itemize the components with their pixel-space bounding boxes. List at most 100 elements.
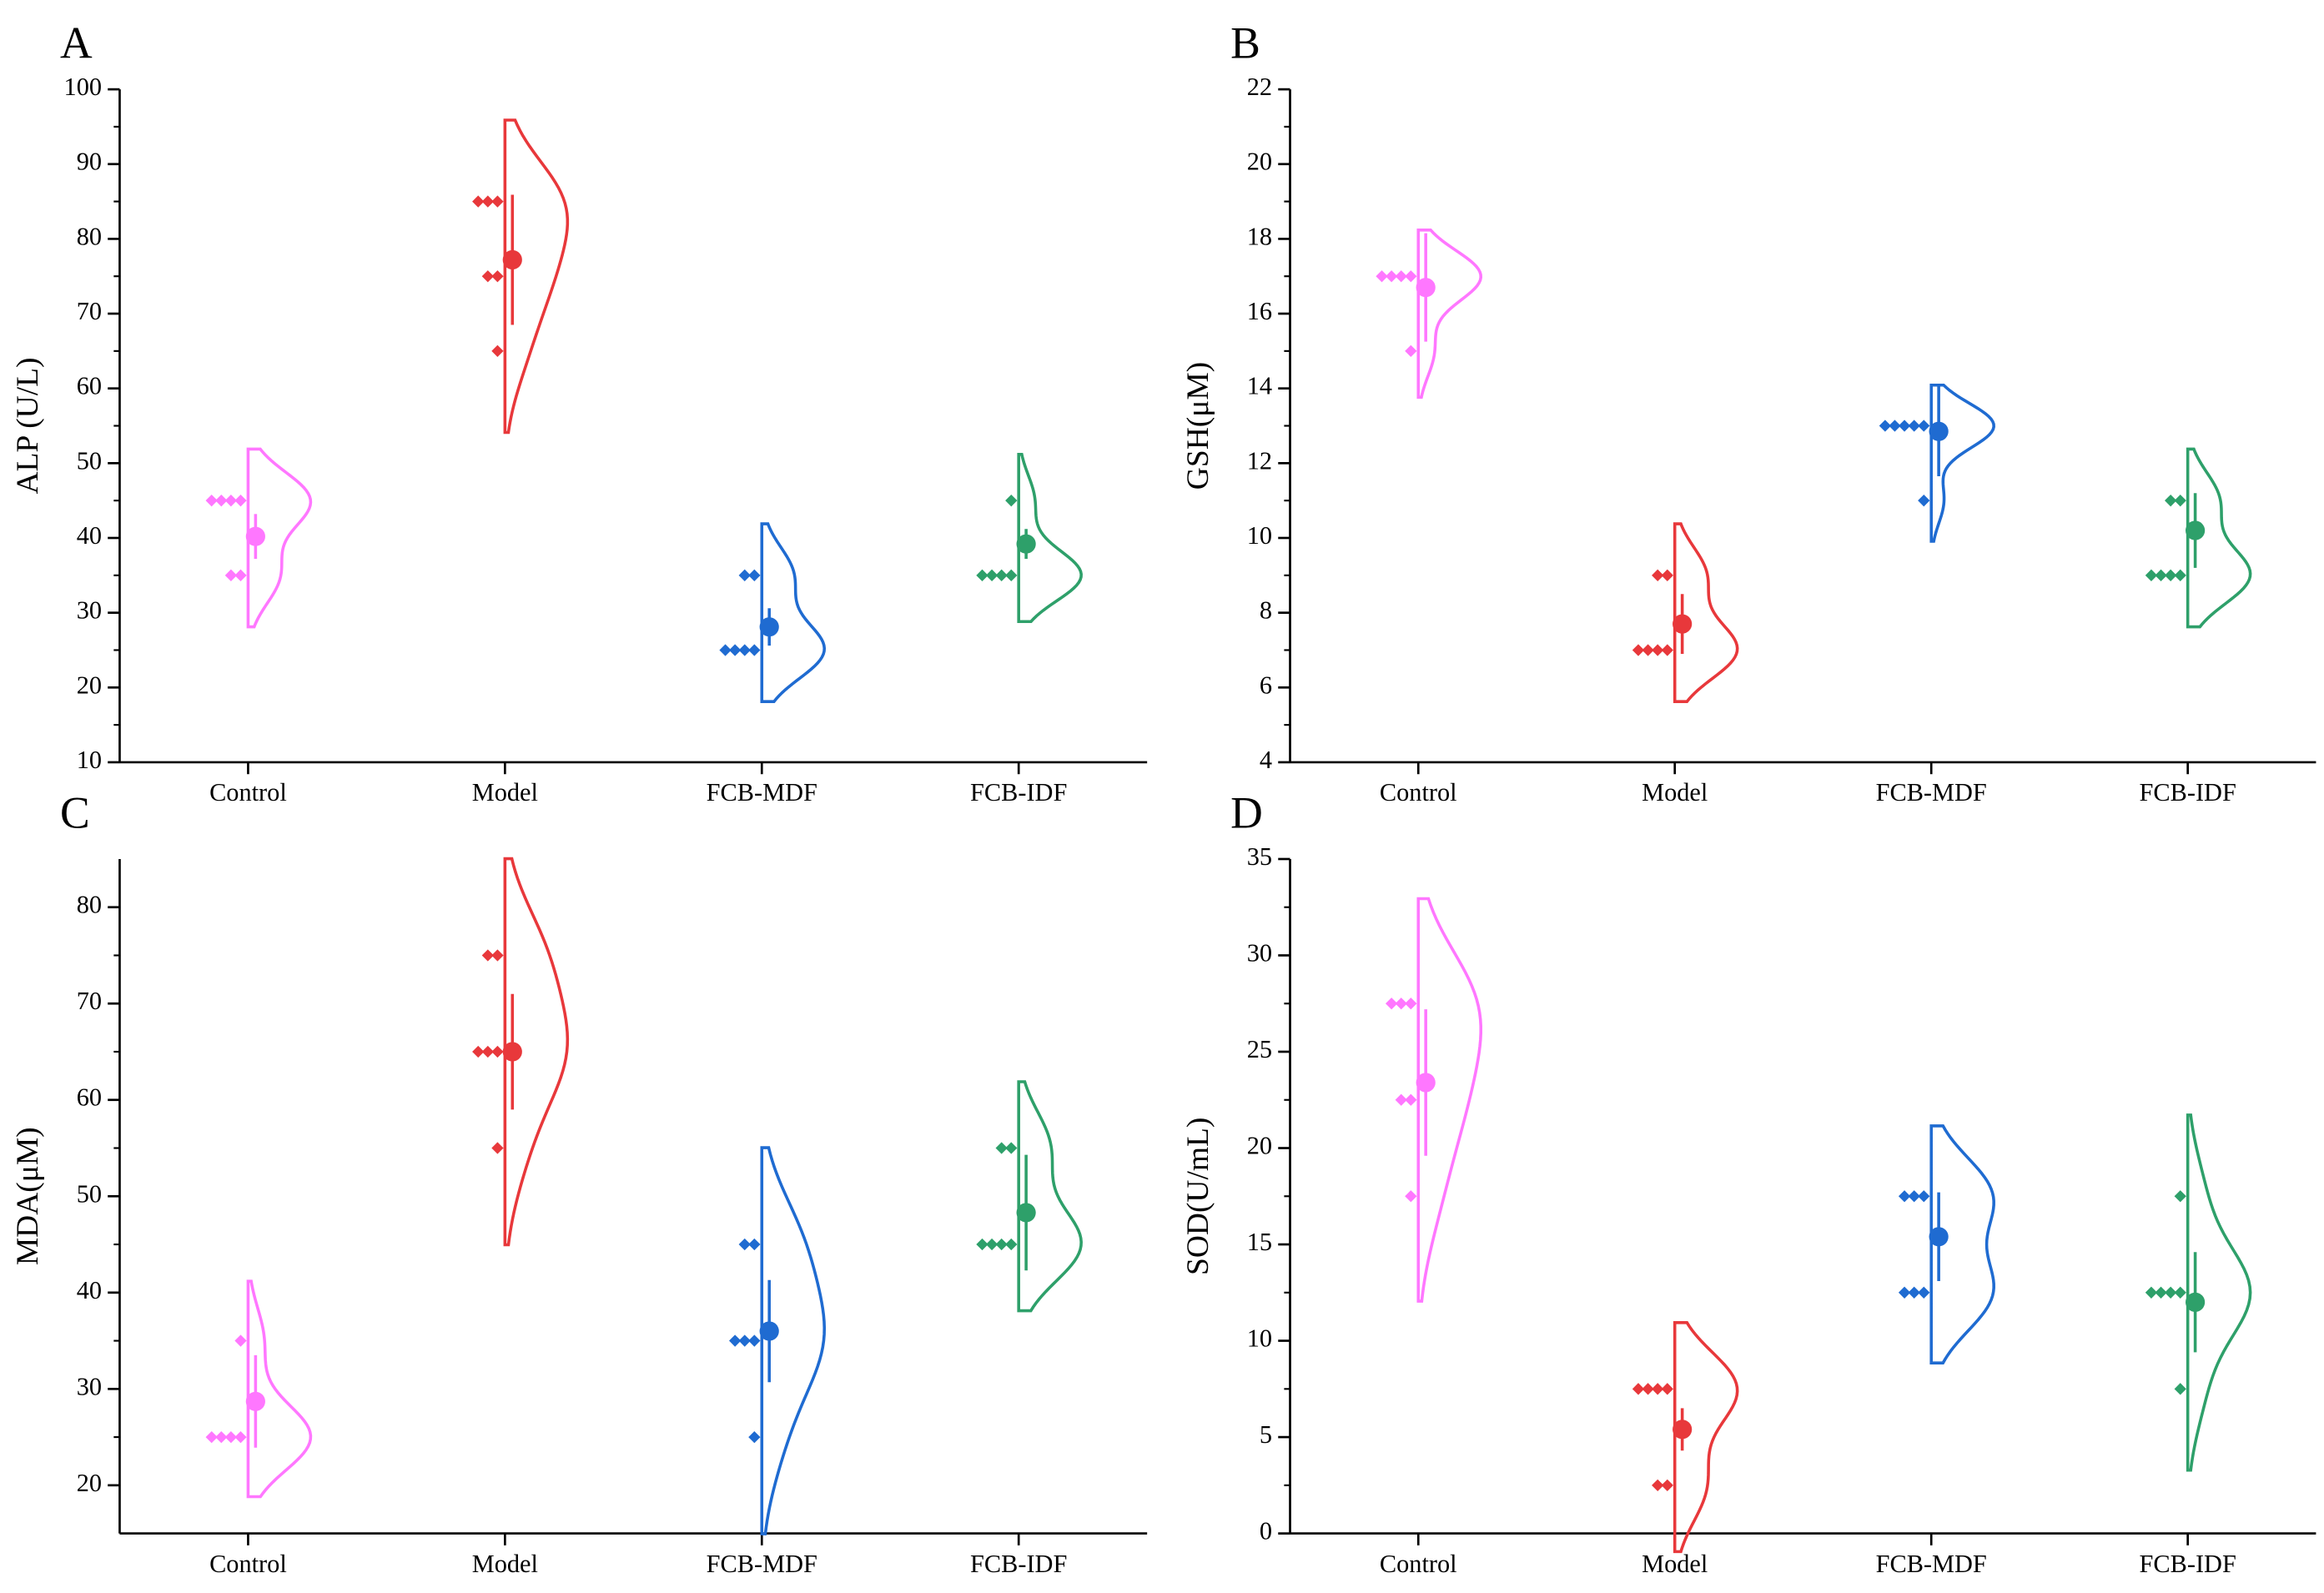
y-tick-label: 70 xyxy=(77,987,102,1015)
data-point xyxy=(719,644,732,656)
y-tick-label: 20 xyxy=(1247,148,1272,176)
x-tick-label: Model xyxy=(472,1550,538,1578)
data-point xyxy=(1661,569,1673,581)
y-tick-label: 60 xyxy=(77,372,102,400)
y-tick-label: 15 xyxy=(1247,1228,1272,1256)
y-tick-label: 50 xyxy=(77,446,102,475)
violin xyxy=(1929,383,1995,543)
mean-point xyxy=(1416,278,1436,298)
y-tick-label: 60 xyxy=(77,1083,102,1112)
y-tick-label: 20 xyxy=(1247,1131,1272,1159)
data-point xyxy=(1632,1383,1645,1395)
data-point xyxy=(748,1430,761,1444)
x-tick-label: Model xyxy=(472,778,538,807)
data-point xyxy=(234,569,247,581)
mean-point xyxy=(502,1042,522,1062)
violin xyxy=(246,447,313,629)
x-tick-label: Control xyxy=(1380,1550,1457,1578)
violin xyxy=(246,1279,313,1499)
mean-point xyxy=(1929,1227,1949,1247)
data-point xyxy=(2165,569,2177,581)
mean-point xyxy=(1673,614,1693,634)
data-point xyxy=(2174,495,2186,507)
data-point xyxy=(481,949,494,962)
y-tick-label: 22 xyxy=(1247,73,1272,101)
x-tick-label: FCB-IDF xyxy=(970,778,1067,807)
panel-label: D xyxy=(1230,787,1263,837)
data-point xyxy=(1405,344,1417,358)
data-point xyxy=(481,195,494,208)
y-axis-label: MDA(μM) xyxy=(11,1127,45,1265)
x-tick-label: FCB-MDF xyxy=(707,778,817,807)
y-tick-label: 8 xyxy=(1260,596,1272,625)
y-tick-label: 10 xyxy=(77,746,102,774)
y-tick-label: 100 xyxy=(64,73,103,101)
y-tick-label: 30 xyxy=(77,596,102,625)
data-point xyxy=(224,569,238,581)
mean-point xyxy=(1416,1073,1436,1093)
y-tick-label: 25 xyxy=(1247,1035,1272,1063)
violin xyxy=(1416,897,1483,1303)
x-tick-label: FCB-IDF xyxy=(2140,778,2236,807)
mean-point xyxy=(759,617,779,637)
data-point xyxy=(976,569,988,581)
data-point xyxy=(2174,1383,2186,1395)
violin xyxy=(1673,1320,1739,1554)
panel: B GSH(μM) 4 6 8 10 12 14 16 18 20 22 Control Model FCB… xyxy=(1181,18,2316,807)
data-point xyxy=(1661,1479,1673,1491)
data-point xyxy=(491,344,504,358)
violin xyxy=(503,118,570,435)
mean-point xyxy=(502,249,522,270)
data-point xyxy=(491,1142,504,1154)
x-tick-label: Control xyxy=(209,778,287,807)
violin xyxy=(1416,228,1483,400)
data-point xyxy=(976,1238,988,1251)
data-point xyxy=(1879,420,1892,432)
y-tick-label: 20 xyxy=(77,671,102,699)
panel: D SOD(U/mL) 0 5 10 15 20 25 30 35 Control Model FCB-… xyxy=(1181,787,2316,1578)
data-point xyxy=(2174,1190,2186,1203)
y-tick-label: 70 xyxy=(77,297,102,325)
x-tick-label: Control xyxy=(1380,778,1457,807)
mean-point xyxy=(1673,1420,1693,1440)
y-tick-label: 14 xyxy=(1247,372,1272,400)
y-tick-label: 10 xyxy=(1247,521,1272,550)
data-point xyxy=(1918,495,1930,507)
y-tick-label: 80 xyxy=(77,222,102,250)
data-point xyxy=(1385,998,1398,1010)
panel-label: C xyxy=(60,787,90,837)
data-point xyxy=(1005,495,1018,507)
data-point xyxy=(985,1238,999,1251)
mean-point xyxy=(1016,1203,1036,1223)
y-tick-label: 12 xyxy=(1247,446,1272,475)
data-point xyxy=(205,495,218,507)
mean-point xyxy=(2185,520,2206,540)
x-tick-label: Model xyxy=(1642,778,1708,807)
panel: A ALP (U/L) 10 20 30 40 50 60 70 80 90 100 Control Mo… xyxy=(11,18,1148,807)
y-tick-label: 40 xyxy=(77,521,102,550)
y-tick-label: 30 xyxy=(1247,938,1272,967)
panel-label: B xyxy=(1230,18,1260,68)
x-tick-label: FCB-IDF xyxy=(970,1550,1067,1578)
data-point xyxy=(1652,569,1664,581)
data-point xyxy=(472,195,485,208)
violin xyxy=(1017,452,1083,624)
y-tick-label: 80 xyxy=(77,891,102,919)
x-tick-label: FCB-MDF xyxy=(707,1550,817,1578)
violin xyxy=(760,522,827,703)
x-tick-label: FCB-IDF xyxy=(2140,1550,2236,1578)
violin xyxy=(760,1146,827,1535)
panel: C MDA(μM) 20 30 40 50 60 70 80 Control Model FCB-MD… xyxy=(11,787,1148,1578)
data-point xyxy=(472,1045,485,1058)
y-tick-label: 0 xyxy=(1260,1517,1272,1545)
data-point xyxy=(2145,569,2158,581)
data-point xyxy=(1405,998,1417,1010)
mean-point xyxy=(1016,534,1036,554)
data-point xyxy=(728,1334,742,1347)
data-point xyxy=(234,495,247,507)
data-point xyxy=(205,1430,218,1444)
data-point xyxy=(1395,1093,1407,1106)
data-point xyxy=(1898,1286,1911,1299)
y-tick-label: 90 xyxy=(77,148,102,176)
